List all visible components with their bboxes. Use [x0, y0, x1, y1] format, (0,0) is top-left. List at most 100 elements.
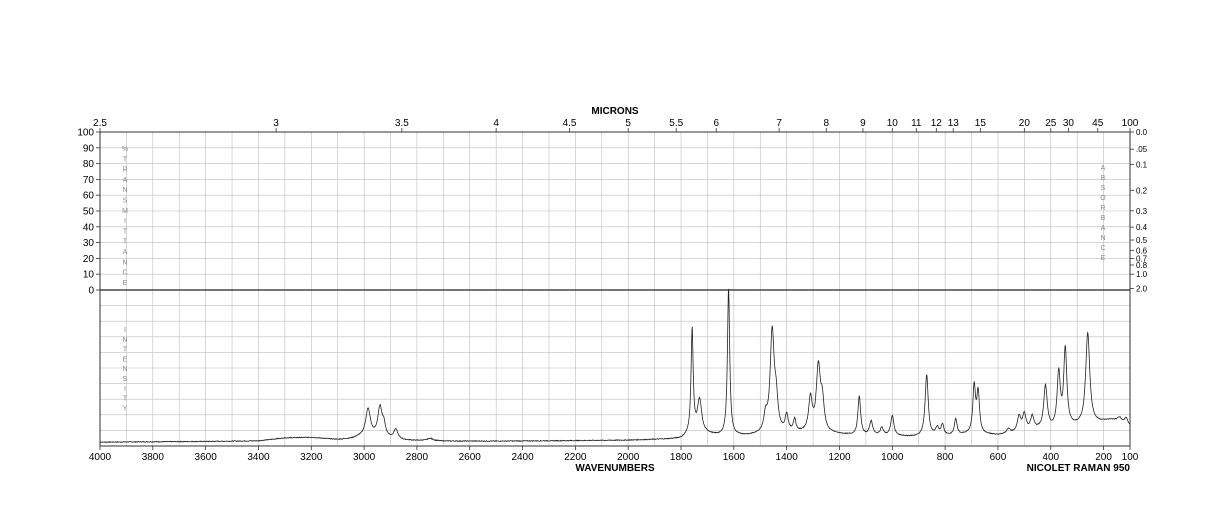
absorbance-tick-label: 0.1 [1136, 160, 1148, 169]
plot-frame [99, 131, 1131, 447]
instrument-label: NICOLET RAMAN 950 [1027, 463, 1131, 474]
x-tick-label: 4000 [89, 452, 112, 463]
absorbance-axis-letter: C [1100, 245, 1105, 252]
top-tick-label: 100 [1122, 118, 1139, 129]
absorbance-tick-label: 0.7 [1136, 254, 1148, 263]
absorbance-axis-letter: S [1101, 185, 1106, 192]
y-tick-label: 90 [83, 143, 95, 154]
absorbance-tick-label: 0.6 [1136, 246, 1148, 255]
absorbance-tick-label: 0.2 [1136, 186, 1148, 195]
intensity-axis-letter: I [124, 386, 126, 393]
transmittance-axis-letter: R [122, 167, 127, 174]
top-tick-label: 10 [887, 118, 899, 129]
intensity-axis-letter: N [122, 337, 127, 344]
y-tick-label: 70 [83, 175, 95, 186]
grid [100, 132, 1130, 446]
top-tick-label: 11 [911, 118, 922, 129]
absorbance-tick-label: 1.0 [1136, 270, 1148, 279]
top-tick-label: 30 [1063, 118, 1075, 129]
x-tick-label: 3200 [300, 452, 323, 463]
axes [96, 128, 1134, 450]
top-tick-label: 9 [860, 118, 866, 129]
transmittance-axis-letter: N [122, 259, 127, 266]
y-tick-label: 10 [83, 270, 95, 281]
y-tick-label: 100 [77, 128, 94, 139]
transmittance-axis-letter: A [123, 249, 128, 256]
x-tick-label: 3000 [353, 452, 376, 463]
x-tick-label: 2800 [406, 452, 429, 463]
transmittance-axis-letter: S [123, 198, 128, 205]
x-axis-title: WAVENUMBERS [575, 463, 655, 474]
x-tick-label: 100 [1122, 452, 1139, 463]
y-tick-label: 60 [83, 191, 95, 202]
transmittance-axis-letter: T [123, 156, 128, 163]
x-tick-label: 800 [937, 452, 954, 463]
x-tick-label: 3600 [195, 452, 218, 463]
absorbance-axis-letter: B [1101, 215, 1106, 222]
top-tick-label: 12 [931, 118, 943, 129]
x-tick-label: 3800 [142, 452, 165, 463]
x-tick-label: 3400 [247, 452, 270, 463]
top-tick-label: 2.5 [93, 118, 107, 129]
absorbance-tick-label: 0.5 [1136, 236, 1148, 245]
absorbance-axis-letter: R [1100, 205, 1105, 212]
absorbance-tick-label: 0.4 [1136, 223, 1148, 232]
y-tick-label: 20 [83, 254, 95, 265]
transmittance-axis-letter: T [123, 239, 128, 246]
top-tick-label: 15 [975, 118, 987, 129]
intensity-axis-letter: I [124, 327, 126, 334]
x-tick-label: 1400 [776, 452, 799, 463]
transmittance-axis-letter: % [122, 146, 128, 153]
intensity-axis-letter: Y [123, 405, 128, 412]
absorbance-axis-letter: E [1101, 255, 1106, 262]
absorbance-tick-label: 2.0 [1136, 284, 1148, 293]
y-tick-label: 30 [83, 238, 95, 249]
absorbance-axis-letter: B [1101, 175, 1106, 182]
absorbance-tick-label: .05 [1136, 145, 1148, 154]
intensity-axis-letter: S [123, 376, 128, 383]
intensity-axis-letter: E [123, 356, 128, 363]
top-tick-label: 8 [824, 118, 830, 129]
top-tick-label: 4.5 [563, 118, 577, 129]
transmittance-axis-letter: A [123, 177, 128, 184]
top-tick-label: 45 [1092, 118, 1104, 129]
transmittance-axis-letter: E [123, 280, 128, 287]
x-tick-label: 2000 [617, 452, 640, 463]
top-tick-label: 3 [273, 118, 279, 129]
top-tick-label: 5 [625, 118, 631, 129]
intensity-axis-letter: N [122, 366, 127, 373]
absorbance-axis-letter: A [1101, 225, 1106, 232]
absorbance-axis-letter: A [1101, 165, 1106, 172]
y-tick-label: 40 [83, 222, 95, 233]
x-tick-label: 1200 [828, 452, 851, 463]
absorbance-tick-label: 0.0 [1136, 128, 1148, 137]
top-axis-title: MICRONS [591, 106, 639, 117]
transmittance-axis-letter: N [122, 187, 127, 194]
intensity-axis-letter: T [123, 347, 128, 354]
absorbance-tick-label: 0.8 [1136, 261, 1148, 270]
x-tick-label: 2200 [564, 452, 587, 463]
axis-labels: MICRONS WAVENUMBERS NICOLET RAMAN 950 40… [77, 106, 1147, 474]
transmittance-axis-letter: M [122, 208, 128, 215]
x-tick-label: 400 [1042, 452, 1059, 463]
x-tick-label: 1000 [881, 452, 904, 463]
top-tick-label: 6 [713, 118, 719, 129]
transmittance-axis-letter: T [123, 228, 128, 235]
absorbance-axis-letter: N [1100, 235, 1105, 242]
transmittance-axis-letter: I [124, 218, 126, 225]
x-tick-label: 200 [1095, 452, 1112, 463]
top-tick-label: 4 [493, 118, 499, 129]
y-tick-label: 50 [83, 207, 95, 218]
y-tick-label: 0 [88, 286, 94, 297]
intensity-axis-letter: T [123, 396, 128, 403]
absorbance-tick-label: 0.3 [1136, 207, 1148, 216]
x-tick-label: 600 [990, 452, 1007, 463]
top-tick-label: 3.5 [395, 118, 409, 129]
transmittance-axis-letter: C [122, 270, 127, 277]
x-tick-label: 1600 [723, 452, 746, 463]
y-tick-label: 80 [83, 159, 95, 170]
top-tick-label: 5.5 [669, 118, 683, 129]
x-tick-label: 1800 [670, 452, 693, 463]
top-tick-label: 7 [776, 118, 782, 129]
